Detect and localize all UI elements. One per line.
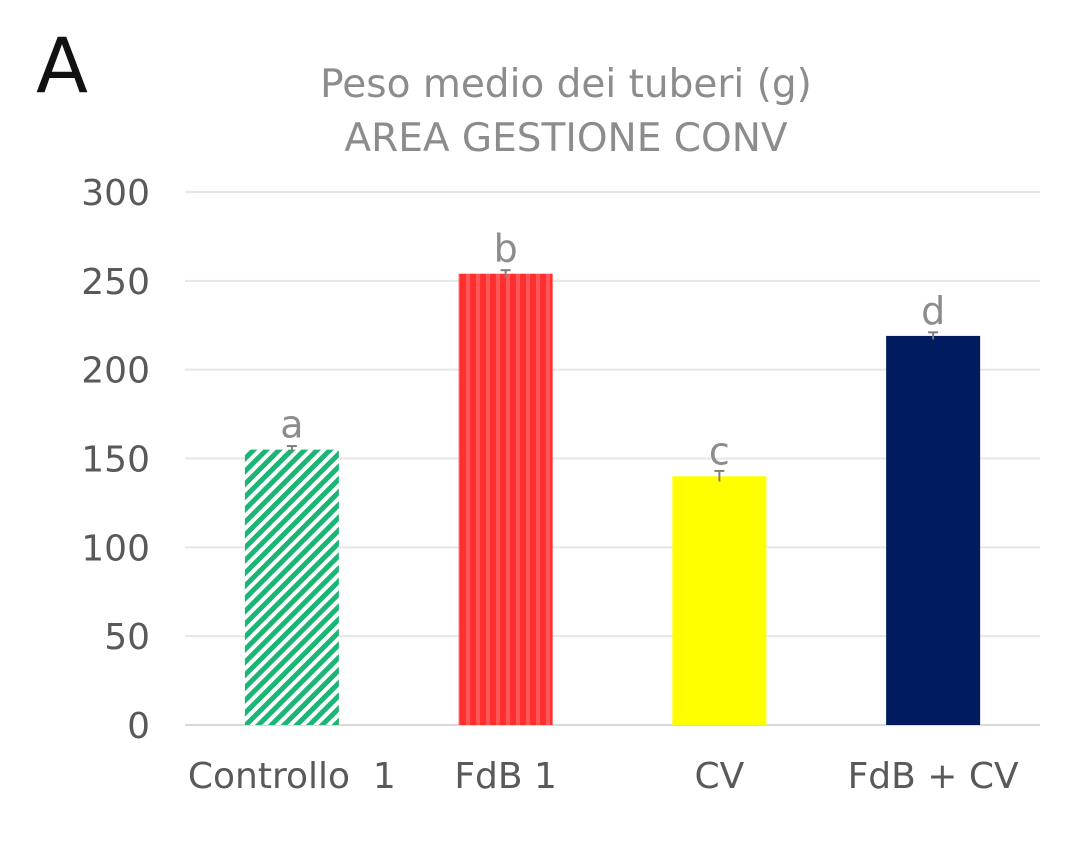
x-tick-label: Controllo 1 <box>188 756 396 797</box>
bar-3 <box>886 335 981 725</box>
x-tick-label: FdB + CV <box>848 756 1019 797</box>
chart-title: Peso medio dei tuberi (g) <box>320 62 812 107</box>
y-tick-label: 300 <box>81 173 150 214</box>
significance-label: d <box>921 289 945 333</box>
y-tick-label: 100 <box>81 528 150 569</box>
y-tick-label: 200 <box>81 351 150 392</box>
x-tick-label: CV <box>694 756 744 797</box>
x-tick-label: FdB 1 <box>454 756 557 797</box>
chart-title-block: Peso medio dei tuberi (g) AREA GESTIONE … <box>0 58 1080 166</box>
y-axis-ticks: 0 50 100 150 200 250 300 <box>81 173 150 747</box>
bars: a b c d <box>244 227 981 725</box>
y-tick-label: 150 <box>81 440 150 481</box>
significance-label: b <box>494 227 518 271</box>
y-tick-label: 50 <box>104 617 150 658</box>
bar-1 <box>458 273 553 725</box>
significance-label: c <box>709 429 730 473</box>
y-tick-label: 250 <box>81 262 150 303</box>
panel-label: A <box>36 21 88 110</box>
bar-2 <box>672 476 767 725</box>
bar-0 <box>244 449 339 725</box>
significance-label: a <box>280 403 303 447</box>
chart-subtitle: AREA GESTIONE CONV <box>344 116 788 161</box>
y-tick-label: 0 <box>127 706 150 747</box>
x-axis-ticks: Controllo 1 FdB 1 CV FdB + CV <box>188 756 1019 797</box>
